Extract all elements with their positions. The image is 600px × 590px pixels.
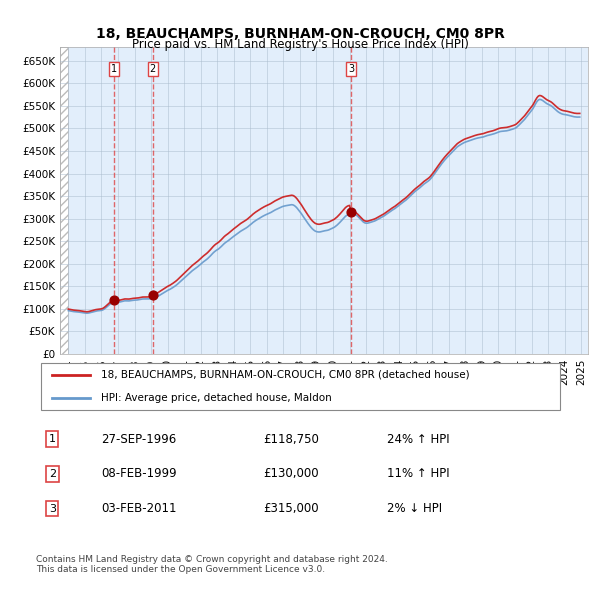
Text: £118,750: £118,750 — [263, 432, 319, 445]
Text: 1: 1 — [49, 434, 56, 444]
Text: 2: 2 — [49, 469, 56, 479]
Bar — [113, 47, 153, 354]
Text: 27-SEP-1996: 27-SEP-1996 — [101, 432, 176, 445]
Text: 2: 2 — [149, 64, 156, 74]
Text: 2% ↓ HPI: 2% ↓ HPI — [387, 502, 442, 515]
Point — [148, 291, 158, 300]
Text: £130,000: £130,000 — [263, 467, 319, 480]
Point — [346, 207, 356, 217]
FancyBboxPatch shape — [41, 362, 560, 411]
Bar — [60, 47, 68, 354]
Text: 1: 1 — [110, 64, 116, 74]
Text: 24% ↑ HPI: 24% ↑ HPI — [387, 432, 449, 445]
Text: 03-FEB-2011: 03-FEB-2011 — [101, 502, 176, 515]
Text: HPI: Average price, detached house, Maldon: HPI: Average price, detached house, Mald… — [101, 393, 332, 403]
Text: 3: 3 — [348, 64, 354, 74]
Point — [109, 296, 118, 305]
Text: £315,000: £315,000 — [263, 502, 319, 515]
Text: 18, BEAUCHAMPS, BURNHAM-ON-CROUCH, CM0 8PR: 18, BEAUCHAMPS, BURNHAM-ON-CROUCH, CM0 8… — [95, 27, 505, 41]
Text: Contains HM Land Registry data © Crown copyright and database right 2024.
This d: Contains HM Land Registry data © Crown c… — [36, 555, 388, 574]
Text: 11% ↑ HPI: 11% ↑ HPI — [387, 467, 449, 480]
Bar — [60, 47, 113, 354]
Bar — [351, 47, 588, 354]
Text: 3: 3 — [49, 504, 56, 513]
Text: Price paid vs. HM Land Registry's House Price Index (HPI): Price paid vs. HM Land Registry's House … — [131, 38, 469, 51]
Bar — [153, 47, 351, 354]
Text: 18, BEAUCHAMPS, BURNHAM-ON-CROUCH, CM0 8PR (detached house): 18, BEAUCHAMPS, BURNHAM-ON-CROUCH, CM0 8… — [101, 370, 469, 380]
Text: 08-FEB-1999: 08-FEB-1999 — [101, 467, 176, 480]
